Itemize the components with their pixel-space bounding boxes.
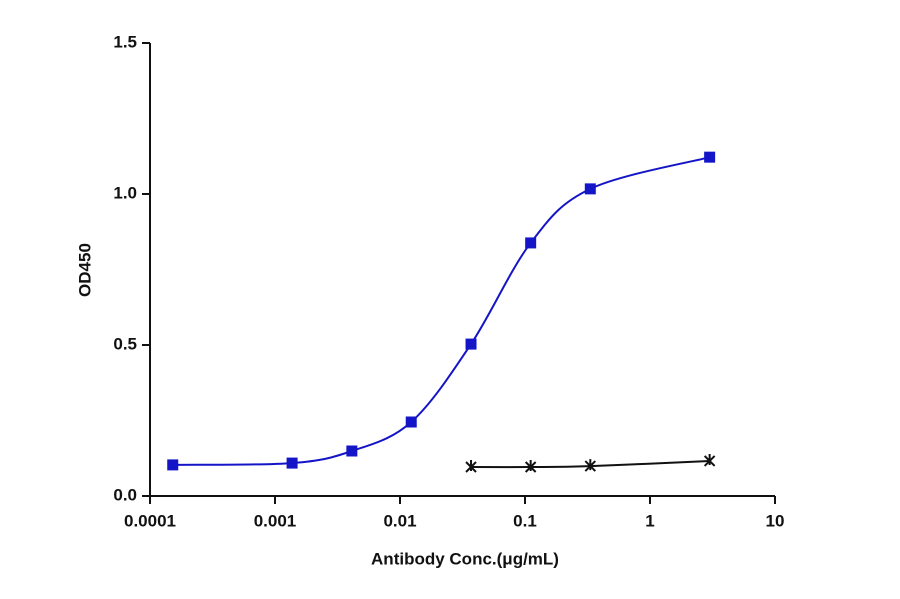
point [584, 183, 596, 195]
y-tick-label: 0.5 [113, 334, 137, 353]
y-axis-label: OD450 [75, 243, 94, 297]
point [286, 457, 298, 469]
point [704, 151, 716, 163]
series-line [172, 156, 710, 466]
point [524, 460, 537, 473]
x-tick-label: 10 [766, 511, 785, 530]
point [703, 453, 716, 467]
point [525, 237, 537, 249]
x-tick-label: 0.01 [383, 511, 416, 530]
x-tick-label: 0.001 [254, 511, 297, 530]
y-tick-label: 0.0 [113, 485, 137, 504]
x-tick-label: 0.0001 [124, 511, 176, 530]
x-tick-label: 1 [645, 511, 654, 530]
point [465, 460, 477, 473]
y-tick-label: 1.5 [113, 32, 137, 51]
x-axis-label: Antibody Conc.(μg/mL) [371, 549, 559, 568]
point [167, 459, 179, 471]
x-tick-label: 0.1 [513, 511, 537, 530]
point [584, 459, 597, 472]
y-tick-label: 1.0 [113, 183, 137, 202]
point [465, 338, 477, 350]
point [405, 416, 417, 428]
series-line [471, 459, 710, 469]
point [346, 445, 358, 457]
